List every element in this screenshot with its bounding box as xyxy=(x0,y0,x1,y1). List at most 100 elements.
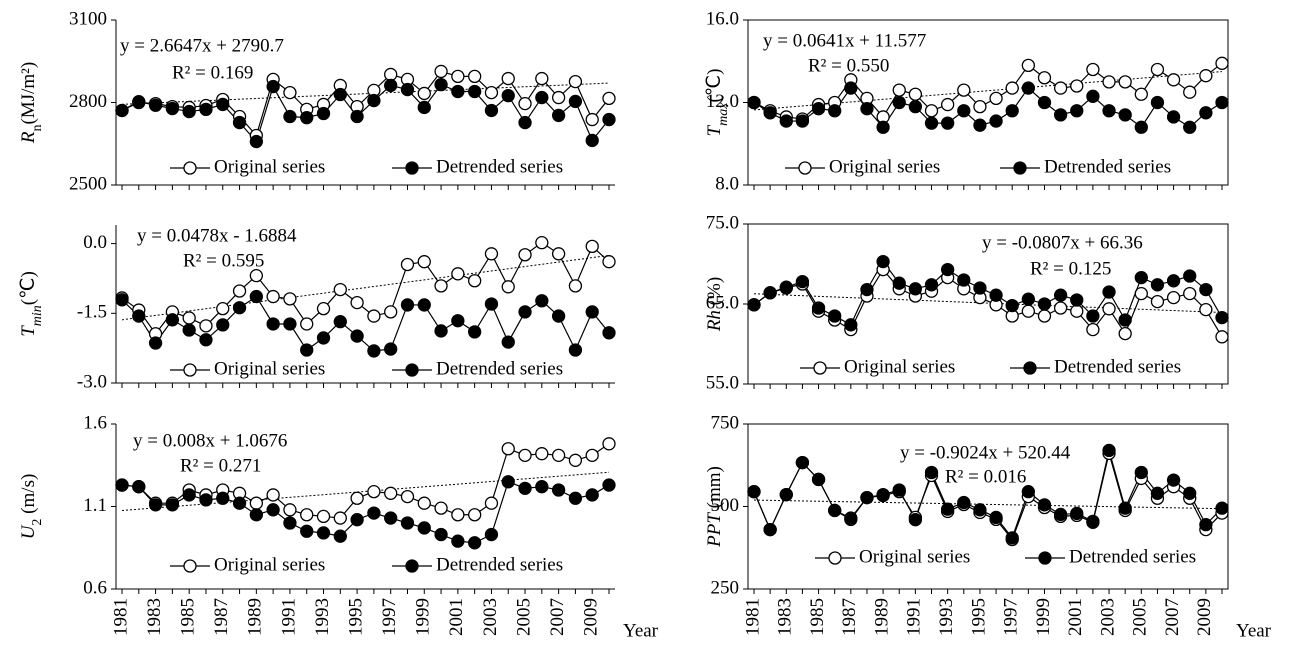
series-line xyxy=(121,295,610,352)
data-point xyxy=(892,276,906,290)
data-point xyxy=(400,257,415,272)
data-point xyxy=(535,236,549,250)
data-point xyxy=(132,309,146,323)
data-point xyxy=(132,480,146,494)
data-point xyxy=(602,478,616,492)
x-tick-label: 1987 xyxy=(839,598,860,636)
data-point xyxy=(367,309,381,323)
data-point xyxy=(1070,104,1084,118)
data-point xyxy=(1215,330,1229,344)
data-point xyxy=(1005,298,1019,313)
data-point xyxy=(283,85,297,100)
legend-marker xyxy=(1038,551,1052,565)
data-point xyxy=(333,282,347,297)
data-point xyxy=(908,87,923,101)
data-point xyxy=(1199,302,1213,317)
data-point xyxy=(957,273,971,287)
y-axis-title-part: R xyxy=(18,131,39,144)
legend-label: Original series xyxy=(214,554,325,575)
y-axis-title-part: Rh xyxy=(704,310,725,332)
x-tick-label: 1989 xyxy=(245,598,266,636)
data-point xyxy=(232,115,247,130)
data-point xyxy=(165,498,180,512)
data-point xyxy=(434,64,448,79)
data-point xyxy=(1134,120,1148,134)
data-point xyxy=(1118,501,1132,515)
data-point xyxy=(283,503,297,517)
data-point xyxy=(1070,293,1084,307)
data-point xyxy=(182,104,196,119)
data-point xyxy=(535,294,549,308)
y-tick-label: 1.1 xyxy=(83,495,107,516)
data-point xyxy=(249,289,263,304)
data-point xyxy=(484,103,499,118)
data-point xyxy=(1102,443,1116,458)
legend-label: Detrended series xyxy=(1054,356,1181,377)
data-point xyxy=(316,106,331,121)
x-tick-label: 1983 xyxy=(775,598,796,636)
y-tick-label: 750 xyxy=(711,412,740,433)
data-point xyxy=(1070,506,1084,521)
data-point xyxy=(148,336,163,350)
data-point xyxy=(468,274,482,288)
legend-marker xyxy=(1023,361,1037,375)
y-tick-label: 65.0 xyxy=(706,292,739,313)
data-point xyxy=(1037,71,1052,85)
y-axis-title-part: T xyxy=(18,325,39,337)
data-point xyxy=(892,483,906,497)
data-point xyxy=(1053,288,1068,302)
data-point xyxy=(518,115,532,130)
data-point xyxy=(115,103,129,118)
y-axis-title-part: (m/s) xyxy=(18,474,39,519)
data-point xyxy=(1102,285,1116,299)
data-point xyxy=(1150,486,1165,500)
y-tick-label: -1.5 xyxy=(77,302,107,323)
data-point xyxy=(350,513,364,527)
data-point xyxy=(602,437,616,451)
data-point xyxy=(350,109,364,124)
data-point xyxy=(518,305,532,319)
data-point xyxy=(844,318,858,332)
data-point xyxy=(216,301,230,316)
data-point xyxy=(1021,292,1035,306)
data-point xyxy=(451,508,465,522)
data-point xyxy=(568,279,583,293)
data-point xyxy=(300,524,314,538)
data-point xyxy=(585,488,599,502)
data-point xyxy=(1086,514,1100,528)
legend-marker xyxy=(405,363,419,377)
y-tick-label: 250 xyxy=(711,577,740,598)
x-tick-label: 2003 xyxy=(480,598,501,636)
data-point xyxy=(434,527,448,542)
data-point xyxy=(844,511,858,525)
trend-equation: y = -0.9024x + 520.44 xyxy=(900,442,1071,463)
data-point xyxy=(451,534,465,548)
data-point xyxy=(468,84,482,99)
data-point xyxy=(957,495,971,510)
data-point xyxy=(1166,73,1181,87)
trend-equation: y = 2.6647x + 2790.7 xyxy=(120,35,284,56)
data-point xyxy=(115,478,129,492)
y-tick-label: 0.6 xyxy=(83,577,107,598)
y-axis-title-part: 2 xyxy=(30,519,45,526)
data-point xyxy=(501,280,515,294)
x-tick-label: 2001 xyxy=(1065,598,1086,636)
data-point xyxy=(199,102,213,117)
series-line xyxy=(753,260,1223,326)
data-point xyxy=(1199,106,1213,120)
data-point xyxy=(763,106,777,120)
data-point xyxy=(924,104,939,118)
data-point xyxy=(434,324,448,338)
data-point xyxy=(763,286,777,300)
y-axis-title-part: max xyxy=(716,102,731,126)
data-point xyxy=(165,101,180,116)
data-point xyxy=(989,288,1003,302)
y-axis-title: Rn(MJ/m²) xyxy=(18,62,44,144)
data-point xyxy=(266,317,280,331)
data-point xyxy=(232,284,247,298)
x-tick-label: 1983 xyxy=(144,598,165,636)
data-point xyxy=(1134,87,1148,101)
legend-marker xyxy=(1013,161,1027,175)
data-point xyxy=(434,501,448,515)
r-squared: R² = 0.169 xyxy=(172,62,253,83)
